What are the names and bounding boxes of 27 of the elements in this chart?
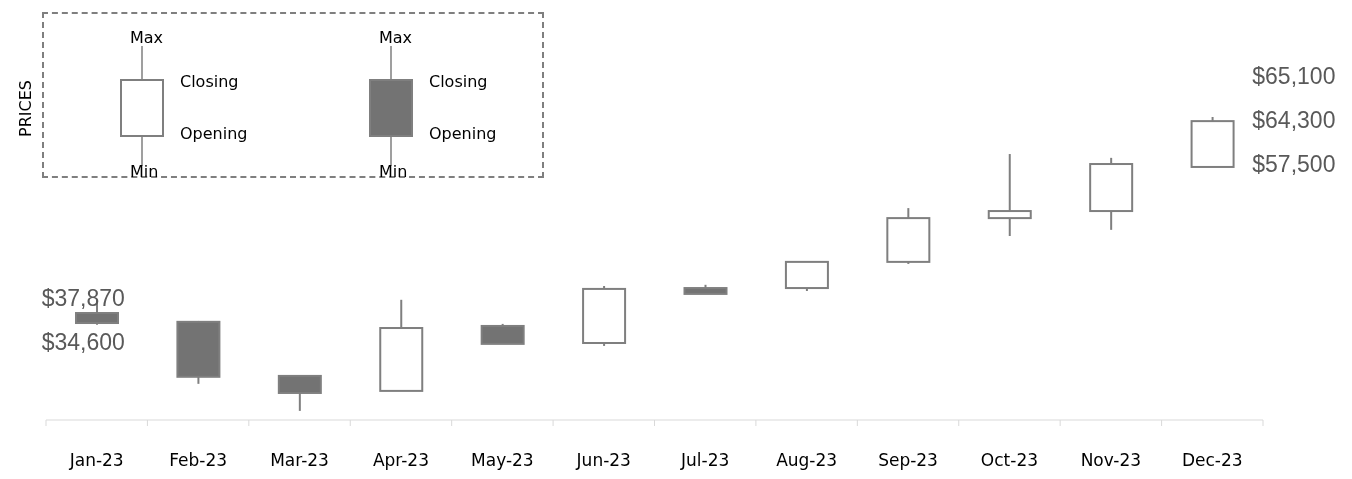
annotation: $57,500 [1252,151,1336,178]
annotation: Min [130,162,159,181]
candlestick [987,153,1032,238]
annotation: $34,600 [41,329,125,356]
text: Max [379,28,413,47]
annotation: Min [379,162,408,181]
annotation: $37,870 [41,285,125,312]
text: Closing [429,72,488,91]
x-tick-label: Jul-23 [680,450,730,470]
x-tick-label: Mar-23 [270,450,329,470]
x-tick-label: Aug-23 [776,450,838,470]
text: Closing [180,72,239,91]
x-tick-label: Jun-23 [575,450,631,470]
x-tick-label: Feb-23 [169,450,228,470]
annotation: $64,300 [1252,107,1336,134]
annotation: Opening [429,124,497,143]
text: Max [130,28,164,47]
x-tick-label: Nov-23 [1080,450,1142,470]
x-tick-label: Apr-23 [372,450,430,470]
x-tick-label: Dec-23 [1181,450,1243,470]
annotation: Opening [180,124,248,143]
x-tick-label: Oct-23 [980,450,1039,470]
y-axis-title: PRICES [15,79,35,137]
x-tick-label: Jan-23 [68,450,124,470]
annotation: $65,100 [1252,63,1336,90]
x-tick-label: May-23 [471,450,534,470]
x-tick-label: Sep-23 [878,450,938,470]
